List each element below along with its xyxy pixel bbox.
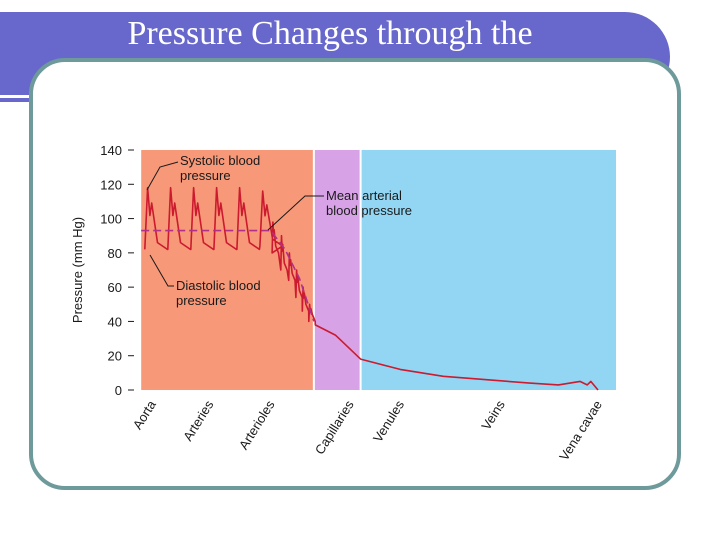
annotation-mean-arterial-line-2: blood pressure <box>326 203 412 218</box>
annotation-mean-arterial-line-1: Mean arterial <box>326 188 402 203</box>
y-tick-label: 0 <box>115 383 122 398</box>
pointer-diastolic <box>149 254 174 287</box>
y-tick-label: 100 <box>100 212 122 227</box>
x-axis-labels: Aorta Arteries Arterioles Capillaries Venule… <box>130 397 605 463</box>
y-tick-label: 80 <box>108 246 122 261</box>
x-category-label: Veins <box>478 397 508 432</box>
annotation-diastolic-line-1: Diastolic blood <box>176 278 261 293</box>
annotation-systolic-line-1: Systolic blood <box>180 153 260 168</box>
y-tick-label: 20 <box>108 349 122 364</box>
annotation-systolic-line-2: pressure <box>180 168 231 183</box>
x-category-label: Venules <box>370 397 408 445</box>
region-arterial <box>141 150 314 390</box>
y-tick-label: 140 <box>100 143 122 158</box>
region-venous <box>360 150 616 390</box>
mean-arterial-line <box>141 229 315 322</box>
y-axis: 0 20 40 60 80 100 120 140 Pressure (mm Hg) <box>70 143 134 398</box>
x-category-label: Aorta <box>130 397 160 432</box>
pressure-line <box>144 186 599 391</box>
x-category-label: Arteries <box>180 397 217 443</box>
x-category-label: Capillaries <box>312 397 357 457</box>
pointer-mean-arterial <box>267 195 324 231</box>
y-axis-label: Pressure (mm Hg) <box>70 217 85 323</box>
x-category-label: Arterioles <box>236 397 278 452</box>
title-line-1: Pressure Changes through the <box>127 15 533 52</box>
region-capillaries <box>313 150 361 390</box>
y-tick-label: 120 <box>100 177 122 192</box>
x-category-label: Vena cavae <box>556 398 605 464</box>
annotation-diastolic-line-2: pressure <box>176 293 227 308</box>
pointer-systolic <box>146 161 179 191</box>
y-tick-label: 40 <box>108 314 122 329</box>
y-tick-label: 60 <box>108 280 122 295</box>
